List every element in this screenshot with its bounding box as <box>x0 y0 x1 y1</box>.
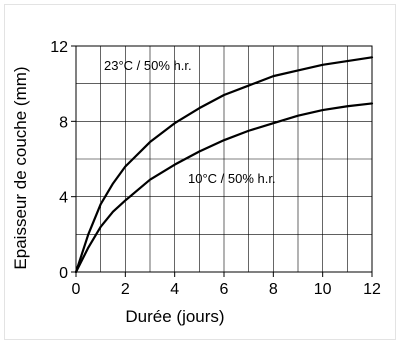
grid <box>76 46 372 272</box>
ticks: 0 2 4 6 8 10 12 0 4 8 12 <box>50 39 381 298</box>
series-line-10c <box>74 102 374 274</box>
y-tick-label: 8 <box>59 114 68 131</box>
y-tick-label: 4 <box>59 190 68 207</box>
series-label-23c: 23°C / 50% h.r. <box>104 58 192 73</box>
y-tick-label: 0 <box>59 265 68 282</box>
x-tick-label: 12 <box>363 281 381 298</box>
series-line-23c <box>74 56 374 274</box>
y-axis-label: Epaisseur de couche (mm) <box>11 66 30 269</box>
x-axis-label: Durée (jours) <box>125 307 224 326</box>
x-tick-label: 6 <box>220 281 229 298</box>
x-tick-label: 2 <box>121 281 130 298</box>
chart-frame <box>4 4 396 340</box>
x-tick-label: 4 <box>170 281 179 298</box>
x-tick-label: 8 <box>269 281 278 298</box>
x-tick-label: 0 <box>72 281 81 298</box>
x-tick-label: 10 <box>314 281 332 298</box>
y-tick-label: 12 <box>50 39 68 56</box>
series-group <box>74 56 374 274</box>
series-label-10c: 10°C / 50% h.r. <box>188 171 276 186</box>
